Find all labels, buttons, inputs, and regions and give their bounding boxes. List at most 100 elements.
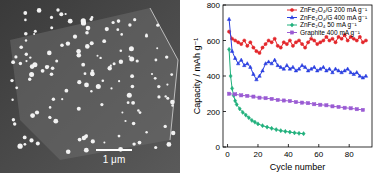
nanoparticle bbox=[78, 138, 82, 142]
plot-area bbox=[227, 17, 367, 135]
nanoparticle bbox=[166, 97, 169, 100]
y-tick bbox=[223, 40, 226, 41]
nanoparticle bbox=[113, 62, 116, 65]
nanoparticle bbox=[121, 112, 123, 114]
data-point bbox=[319, 41, 322, 44]
nanoparticle bbox=[165, 95, 167, 97]
nanoparticle bbox=[136, 59, 139, 62]
data-point bbox=[285, 42, 288, 45]
nanoparticle bbox=[60, 43, 64, 47]
data-point bbox=[346, 67, 350, 70]
data-point bbox=[227, 92, 230, 95]
data-point bbox=[282, 41, 285, 44]
nanoparticle bbox=[108, 66, 112, 70]
data-point bbox=[275, 128, 278, 132]
data-point bbox=[240, 42, 243, 45]
y-axis-label: Capacity / mAh g⁻¹ bbox=[192, 38, 202, 114]
data-point bbox=[334, 67, 338, 70]
data-point bbox=[361, 41, 364, 44]
data-point bbox=[270, 41, 273, 44]
nanoparticle bbox=[119, 60, 123, 64]
sheet-edge bbox=[150, 8, 178, 140]
nanoparticle bbox=[13, 122, 16, 125]
data-point bbox=[310, 37, 313, 40]
nanoparticle bbox=[52, 98, 55, 101]
data-point bbox=[297, 67, 301, 70]
data-point bbox=[255, 50, 258, 53]
nanoparticle bbox=[102, 39, 106, 43]
nanoparticle bbox=[77, 80, 81, 84]
nanoparticle bbox=[145, 34, 148, 37]
y-tick-label: 800 bbox=[207, 1, 221, 10]
nanoparticle bbox=[56, 8, 59, 11]
nanoparticle bbox=[120, 33, 123, 36]
nanoparticle bbox=[59, 12, 63, 16]
data-point bbox=[246, 44, 249, 47]
data-point bbox=[247, 116, 250, 120]
nanoparticle bbox=[156, 47, 158, 49]
data-point bbox=[307, 102, 310, 105]
data-point bbox=[300, 42, 303, 45]
data-point bbox=[328, 67, 332, 70]
data-point bbox=[238, 107, 241, 111]
data-point bbox=[325, 104, 328, 107]
data-point bbox=[246, 94, 249, 97]
nanoparticle bbox=[50, 26, 53, 29]
nanoparticle bbox=[85, 44, 90, 49]
data-point bbox=[264, 97, 267, 100]
series-line bbox=[229, 49, 303, 133]
nanoparticle bbox=[25, 53, 28, 56]
plot-frame bbox=[223, 5, 372, 147]
data-point bbox=[294, 41, 297, 44]
data-point bbox=[279, 129, 282, 133]
nanoparticle bbox=[85, 31, 89, 35]
data-point bbox=[249, 65, 253, 68]
nanoparticle bbox=[86, 26, 91, 31]
nanoparticle bbox=[97, 55, 99, 57]
nanoparticle bbox=[85, 134, 87, 136]
nanoparticle bbox=[76, 49, 81, 54]
nanoparticle bbox=[131, 85, 135, 89]
data-point bbox=[293, 131, 296, 135]
data-point bbox=[229, 74, 232, 78]
nanoparticle bbox=[91, 69, 94, 72]
data-point bbox=[303, 65, 307, 68]
nanoparticle bbox=[55, 60, 58, 63]
nanoparticle bbox=[84, 148, 89, 153]
chart: 0200400600800020406080Cycle numberCapaci… bbox=[192, 1, 372, 172]
data-point bbox=[284, 129, 287, 133]
nanoparticle bbox=[15, 86, 18, 89]
data-point bbox=[319, 103, 322, 106]
nanoparticle bbox=[110, 65, 112, 67]
legend-marker bbox=[290, 16, 294, 19]
nanoparticle bbox=[110, 87, 112, 89]
data-point bbox=[331, 105, 334, 108]
nanoparticle bbox=[99, 57, 101, 59]
nanoparticle bbox=[155, 59, 158, 62]
legend: ZnFe₂O₄/G 200 mA g⁻¹ZnFe₂O₄/G 400 mA g⁻¹… bbox=[287, 6, 368, 37]
data-point bbox=[364, 39, 367, 42]
data-point bbox=[300, 101, 303, 104]
nanoparticle bbox=[47, 66, 49, 68]
data-point bbox=[349, 107, 352, 110]
nanoparticle bbox=[19, 45, 23, 49]
data-point bbox=[279, 65, 283, 68]
data-point bbox=[322, 39, 325, 42]
data-point bbox=[291, 44, 294, 47]
data-point bbox=[267, 39, 270, 42]
data-point bbox=[235, 102, 238, 106]
nanoparticle bbox=[32, 62, 37, 67]
nanoparticle bbox=[102, 79, 105, 82]
x-tick bbox=[227, 144, 228, 147]
data-point bbox=[239, 58, 243, 61]
nanoparticle bbox=[36, 141, 40, 145]
legend-marker bbox=[290, 8, 293, 11]
data-point bbox=[349, 71, 353, 74]
nanoparticle bbox=[34, 30, 37, 33]
nanoparticle bbox=[120, 49, 123, 52]
data-point bbox=[261, 124, 264, 128]
nanoparticle bbox=[53, 119, 58, 124]
data-point bbox=[249, 41, 252, 44]
nanoparticle bbox=[90, 41, 94, 45]
data-point bbox=[337, 35, 340, 38]
